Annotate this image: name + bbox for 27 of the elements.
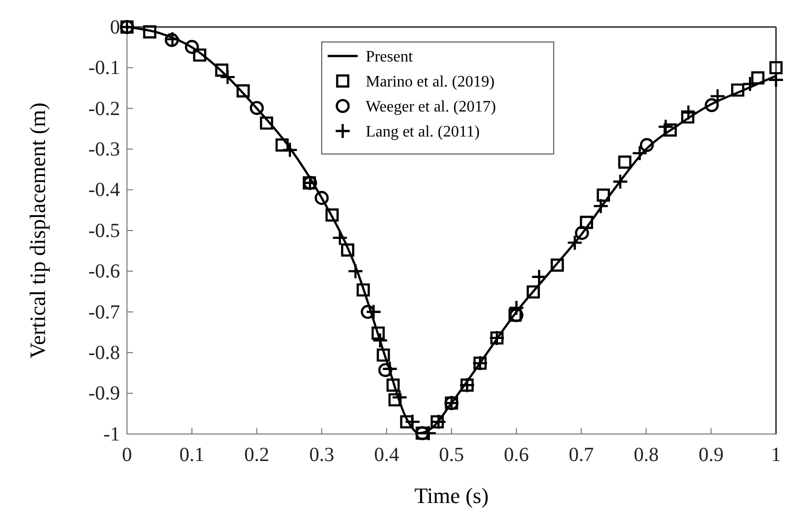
x-tick-label: 1: [771, 444, 781, 466]
y-tick-label: -0.1: [88, 57, 120, 80]
x-tick-label: 0.3: [309, 444, 334, 466]
y-tick-label: -1: [103, 423, 120, 446]
x-tick-label: 0.6: [504, 444, 529, 466]
y-tick-label: -0.4: [88, 179, 120, 202]
y-tick-label: -0.2: [88, 98, 120, 120]
y-tick-label: -0.8: [88, 342, 120, 364]
legend-label: Present: [366, 48, 414, 66]
y-tick-label: -0.5: [88, 220, 120, 242]
legend-label: Weeger et al. (2017): [366, 98, 496, 116]
x-tick-label: 0.9: [698, 444, 724, 466]
x-tick-label: 0.4: [374, 444, 400, 466]
y-axis-title: Vertical tip displacement (m): [25, 102, 50, 358]
x-tick-label: 0.8: [634, 444, 659, 466]
legend-label: Lang et al. (2011): [366, 124, 480, 141]
y-tick-label: 0: [110, 16, 120, 38]
y-tick-label: -0.3: [88, 138, 120, 160]
x-tick-label: 0.2: [244, 444, 270, 466]
y-tick-label: -0.9: [88, 382, 120, 405]
legend-label: Marino et al. (2019): [366, 74, 495, 91]
x-tick-label: 0.5: [439, 444, 464, 466]
x-tick-label: 0.1: [179, 444, 204, 466]
y-tick-label: -0.7: [88, 301, 120, 324]
x-tick-label: 0.7: [568, 444, 594, 466]
y-tick-label: -0.6: [88, 260, 120, 283]
x-axis-title: Time (s): [414, 483, 489, 508]
